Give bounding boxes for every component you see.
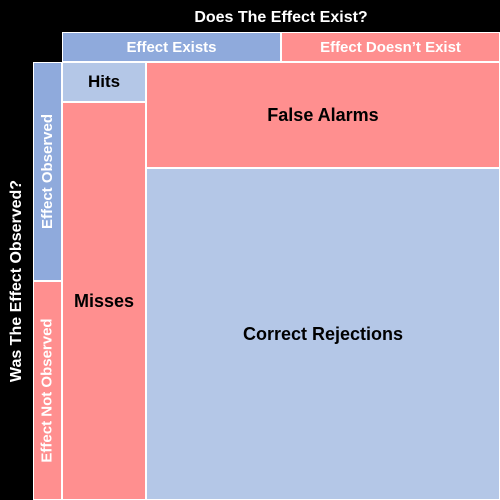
left-axis-title-text: Was The Effect Observed? [8, 179, 25, 383]
cell-misses: Misses [62, 102, 146, 500]
row-header-effect-not-observed: Effect Not Observed [33, 281, 62, 500]
top-axis-title-text: Does The Effect Exist? [194, 9, 368, 26]
row-header-effect-observed: Effect Observed [33, 62, 62, 281]
left-axis-title: Was The Effect Observed? [0, 62, 34, 500]
column-header-effect-exists: Effect Exists [62, 32, 281, 62]
row-header-effect-not-observed-label: Effect Not Observed [39, 318, 57, 463]
cell-misses-label: Misses [73, 290, 135, 311]
cell-hits-label: Hits [87, 72, 121, 91]
row-header-effect-observed-label: Effect Observed [39, 113, 57, 230]
cell-false-alarms: False Alarms [146, 62, 500, 168]
cell-correct-rejections: Correct Rejections [146, 168, 500, 500]
column-header-effect-exists-label: Effect Exists [126, 38, 217, 56]
cell-hits: Hits [62, 62, 146, 102]
cell-correct-rejections-label: Correct Rejections [242, 323, 404, 344]
top-axis-title: Does The Effect Exist? [62, 4, 500, 32]
column-header-effect-doesnt-exist: Effect Doesn’t Exist [281, 32, 500, 62]
cell-false-alarms-label: False Alarms [267, 104, 379, 125]
column-header-effect-doesnt-exist-label: Effect Doesn’t Exist [320, 38, 461, 56]
